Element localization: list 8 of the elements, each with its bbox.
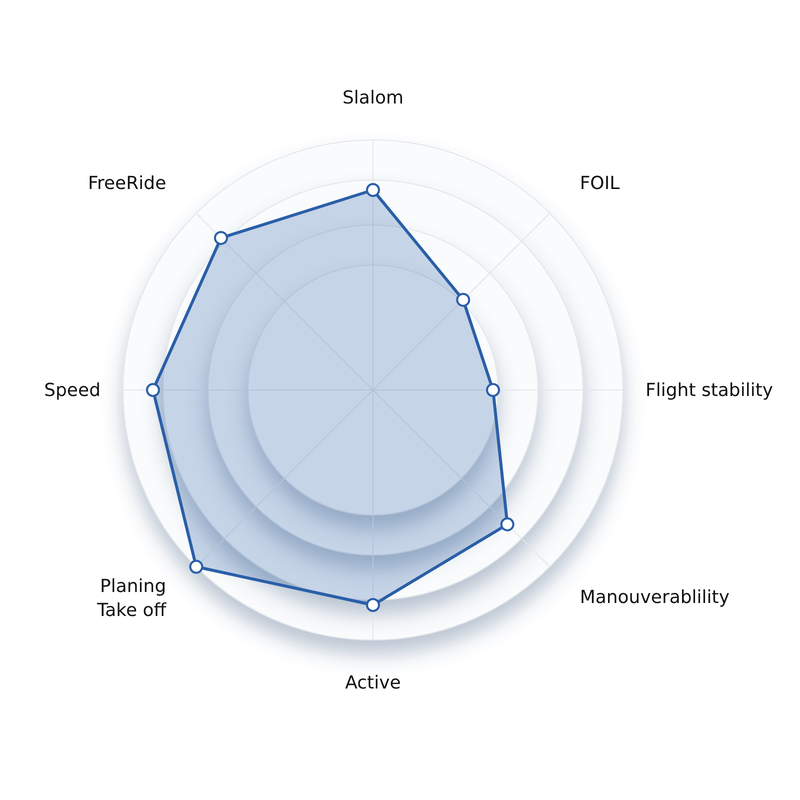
spoke-label: Speed — [44, 380, 100, 401]
spoke-label: FreeRide — [88, 173, 166, 194]
spoke-label: Active — [345, 672, 401, 694]
spoke-label: Manouverablility — [580, 586, 730, 608]
spoke-label: FOIL — [580, 173, 620, 194]
spoke-label: Flight stability — [646, 380, 774, 401]
spoke-label: Slalom — [342, 88, 404, 108]
spoke-label: Planing Take off — [96, 576, 167, 621]
